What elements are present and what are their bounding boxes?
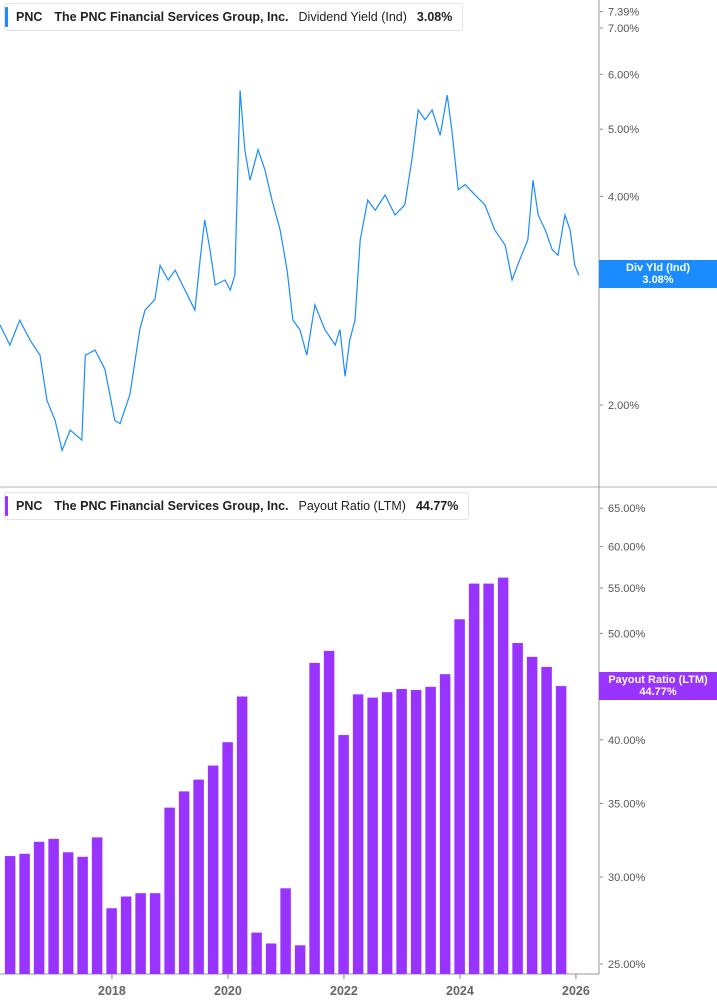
payout-bar <box>62 852 74 974</box>
top-legend: PNC The PNC Financial Services Group, In… <box>4 3 464 31</box>
payout-bar <box>367 697 378 974</box>
ticker: PNC <box>16 10 43 24</box>
payout-bar <box>483 583 494 974</box>
payout-bar <box>19 853 30 974</box>
payout-bar <box>468 583 480 974</box>
payout-bar <box>396 688 407 974</box>
y-tick-label: 7.00% <box>608 23 639 35</box>
top-y-axis: 7.39%7.00%6.00%5.00%4.00%3.00%2.00% <box>600 7 639 412</box>
y-tick-label: 25.00% <box>608 959 646 971</box>
y-tick-label: 60.00% <box>608 541 646 553</box>
payout-bar <box>120 896 132 974</box>
payout-ratio-value-tag: Payout Ratio (LTM) 44.77% <box>599 672 717 700</box>
payout-bar <box>222 742 233 974</box>
payout-bar <box>352 694 364 974</box>
payout-bar <box>91 837 103 974</box>
payout-bar <box>207 765 219 974</box>
x-tick-label: 2020 <box>214 984 242 998</box>
payout-bar <box>512 643 523 974</box>
y-tick-label: 55.00% <box>608 583 646 595</box>
tag-label: Payout Ratio (LTM) <box>608 674 708 686</box>
y-tick-label: 35.00% <box>608 799 646 811</box>
company-name: The PNC Financial Services Group, Inc. <box>54 499 289 513</box>
y-tick-label: 40.00% <box>608 735 646 747</box>
payout-bar <box>149 893 161 974</box>
x-tick-label: 2026 <box>562 984 590 998</box>
payout-bar <box>309 662 320 974</box>
payout-bar <box>381 692 393 974</box>
series-color-swatch <box>5 496 8 516</box>
tag-value: 44.77% <box>639 686 677 698</box>
tag-label: Div Yld (Ind) <box>626 262 690 274</box>
payout-bar <box>410 690 422 974</box>
x-axis: 2018 2020 2022 2024 2026 <box>98 974 590 998</box>
payout-bar <box>555 686 567 974</box>
payout-bar <box>497 577 509 974</box>
y-tick-label: 2.00% <box>608 400 639 412</box>
metric-value: 3.08% <box>416 10 453 24</box>
payout-bar <box>4 856 16 974</box>
payout-bar <box>33 841 45 974</box>
payout-bar <box>178 791 190 974</box>
payout-bar <box>251 932 262 974</box>
dividend-yield-value-tag: Div Yld (Ind) 3.08% <box>599 260 717 288</box>
y-tick-label: 65.00% <box>608 503 646 515</box>
y-tick-label: 50.00% <box>608 628 646 640</box>
payout-bar <box>106 908 117 974</box>
x-tick-label: 2024 <box>446 984 474 998</box>
y-tick-label: 4.00% <box>608 191 639 203</box>
dividend-yield-line <box>0 90 580 453</box>
payout-bar <box>164 807 175 974</box>
payout-bar <box>193 779 204 974</box>
metric-value: 44.77% <box>415 499 459 513</box>
company-name: The PNC Financial Services Group, Inc. <box>54 10 289 24</box>
payout-bar <box>265 943 277 974</box>
payout-bars <box>4 577 567 974</box>
payout-bar <box>236 696 248 974</box>
y-tick-label: 5.00% <box>608 124 639 136</box>
tag-value: 3.08% <box>642 274 674 286</box>
y-tick-label: 7.39% <box>608 7 639 19</box>
y-tick-label: 30.00% <box>608 872 646 884</box>
payout-bar <box>280 888 291 974</box>
metric-name: Payout Ratio (LTM) <box>298 499 406 513</box>
payout-bar <box>541 666 552 974</box>
payout-bar <box>526 656 538 974</box>
payout-bar <box>294 945 306 974</box>
payout-bar <box>338 735 349 974</box>
payout-bar <box>439 674 451 974</box>
ticker: PNC <box>16 499 43 513</box>
payout-bar <box>454 619 465 974</box>
series-color-swatch <box>5 7 8 27</box>
bottom-y-axis: 65.00% 60.00% 55.00% 50.00% 40.00% 35.00% 30.0… <box>600 503 646 971</box>
metric-name: Dividend Yield (Ind) <box>298 10 407 24</box>
payout-bar <box>135 893 146 974</box>
payout-bar <box>323 650 335 974</box>
payout-bar <box>48 838 59 974</box>
y-tick-label: 6.00% <box>608 69 639 81</box>
payout-bar <box>77 856 88 974</box>
bottom-legend: PNC The PNC Financial Services Group, In… <box>4 492 470 520</box>
x-tick-label: 2018 <box>98 984 126 998</box>
payout-bar <box>425 686 436 974</box>
x-tick-label: 2022 <box>330 984 358 998</box>
